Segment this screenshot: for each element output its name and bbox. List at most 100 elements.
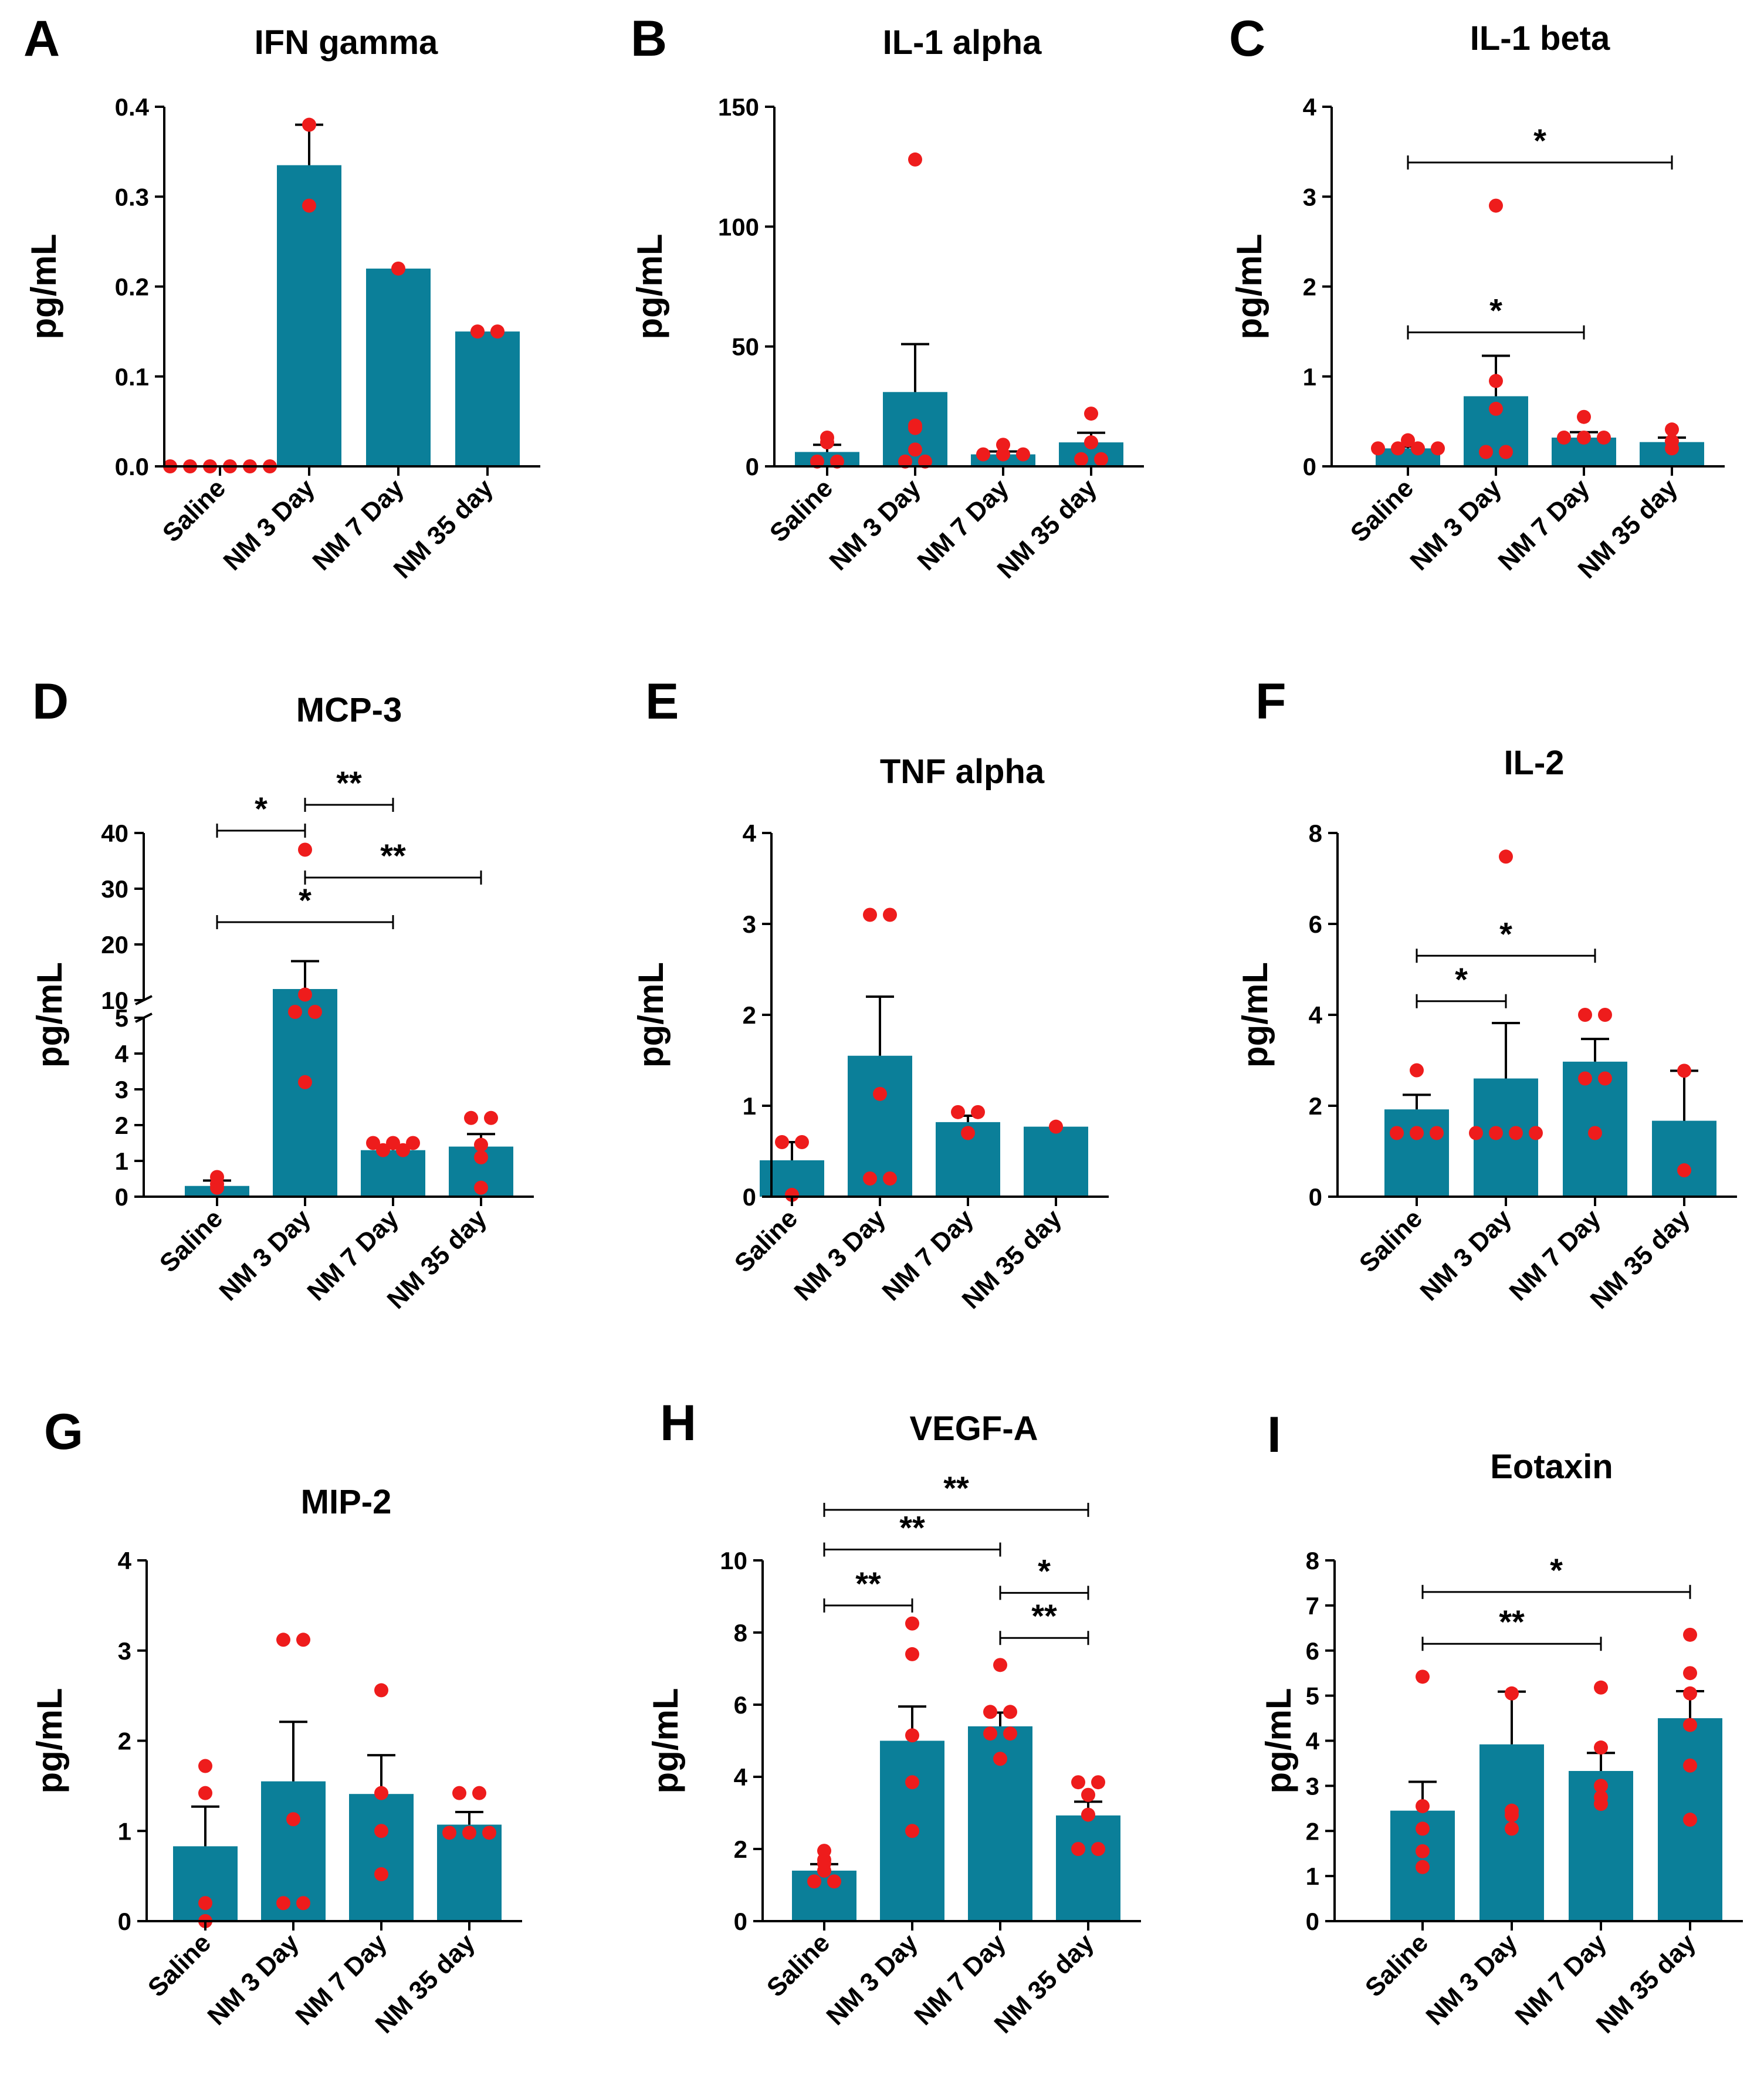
y-tick-label: 2 — [1306, 1817, 1319, 1845]
data-point — [1084, 435, 1098, 450]
significance-label: * — [1533, 122, 1546, 159]
data-point — [302, 117, 316, 132]
data-point — [1588, 1126, 1602, 1140]
data-point — [1401, 433, 1415, 448]
bar — [792, 1870, 856, 1921]
data-point — [810, 454, 824, 469]
data-point — [1597, 430, 1611, 445]
data-point — [1071, 1775, 1085, 1790]
significance-label: ** — [899, 1509, 925, 1546]
data-point — [286, 1812, 300, 1827]
significance-label: ** — [380, 837, 406, 874]
data-point — [1677, 1163, 1691, 1178]
y-tick-label: 1 — [743, 1092, 756, 1120]
y-tick-label: 8 — [1306, 1547, 1319, 1574]
data-point — [1505, 1821, 1519, 1836]
significance-label: * — [1499, 915, 1512, 952]
data-point — [1489, 374, 1503, 388]
y-tick-label: 6 — [1309, 910, 1322, 938]
data-point — [1416, 1799, 1430, 1813]
x-tick-label: NM 3 Day — [821, 1928, 923, 2031]
y-tick-label: 10 — [720, 1547, 747, 1574]
y-axis-label: pg/mL — [1235, 962, 1275, 1068]
y-tick-label: 1 — [1306, 1862, 1319, 1890]
data-point — [905, 1728, 919, 1743]
x-tick-label: Saline — [1354, 1204, 1428, 1278]
data-point — [905, 1775, 919, 1790]
y-tick-label: 0.2 — [115, 273, 149, 301]
x-tick-label: NM 3 Day — [1420, 1928, 1523, 2031]
data-point — [1003, 1726, 1017, 1741]
y-tick-label: 3 — [115, 1076, 128, 1103]
x-tick-label: Saline — [143, 1928, 216, 2002]
significance-label: ** — [1031, 1597, 1057, 1634]
bar — [349, 1794, 414, 1921]
x-tick-label: Saline — [1360, 1928, 1434, 2002]
data-point — [1489, 198, 1503, 213]
data-point — [1594, 1680, 1608, 1695]
data-point — [376, 1143, 390, 1157]
data-point — [1094, 452, 1108, 466]
y-tick-label: 6 — [734, 1691, 747, 1719]
data-point — [1084, 407, 1098, 421]
data-point — [374, 1683, 388, 1698]
y-tick-label: 1 — [118, 1817, 131, 1845]
chart-title: VEGF-A — [909, 1410, 1038, 1448]
y-tick-label: 4 — [1306, 1728, 1320, 1755]
x-tick-label: Saline — [729, 1204, 803, 1278]
data-point — [484, 1110, 498, 1125]
bar — [437, 1824, 502, 1921]
data-point — [905, 1824, 919, 1838]
data-point — [993, 1752, 1007, 1766]
x-tick-label: NM 3 Day — [214, 1204, 316, 1306]
data-point — [1410, 1063, 1424, 1078]
chart-title: TNF alpha — [880, 753, 1045, 791]
bar — [795, 452, 859, 466]
data-point — [296, 1896, 310, 1911]
chart-title: MIP-2 — [301, 1483, 392, 1521]
x-tick-label: Saline — [764, 473, 838, 547]
data-point — [905, 1647, 919, 1661]
data-point — [386, 1136, 400, 1150]
bar — [848, 1055, 912, 1197]
data-point — [1577, 430, 1591, 445]
panel-letter: E — [645, 673, 679, 730]
y-axis-label: pg/mL — [1259, 1688, 1298, 1794]
y-tick-label: 30 — [101, 875, 128, 903]
data-point — [474, 1180, 488, 1195]
x-tick-label: NM 3 Day — [1404, 473, 1507, 576]
y-tick-label: 2 — [743, 1001, 756, 1029]
data-point — [961, 1126, 975, 1140]
data-point — [296, 1633, 310, 1647]
y-tick-label: 0 — [746, 453, 759, 480]
data-point — [983, 1726, 997, 1741]
bar — [366, 268, 431, 466]
y-tick-label: 4 — [743, 819, 757, 847]
data-point — [1683, 1627, 1697, 1642]
data-point — [472, 1786, 486, 1800]
x-tick-label: NM 3 Day — [788, 1204, 891, 1306]
data-point — [396, 1143, 410, 1157]
data-point — [1416, 1844, 1430, 1858]
significance-label: ** — [1499, 1603, 1525, 1640]
y-axis-label: pg/mL — [1230, 234, 1269, 340]
y-axis-label: pg/mL — [24, 234, 63, 340]
data-point — [1431, 441, 1445, 456]
x-tick-label: NM 3 Day — [218, 473, 320, 576]
significance-label: * — [1550, 1552, 1563, 1589]
data-point — [1665, 441, 1679, 456]
bar — [361, 1150, 425, 1197]
data-point — [462, 1826, 476, 1840]
data-point — [983, 1705, 997, 1719]
data-point — [302, 198, 316, 213]
data-point — [210, 1170, 224, 1184]
data-point — [1665, 422, 1679, 437]
data-point — [1598, 1008, 1612, 1022]
